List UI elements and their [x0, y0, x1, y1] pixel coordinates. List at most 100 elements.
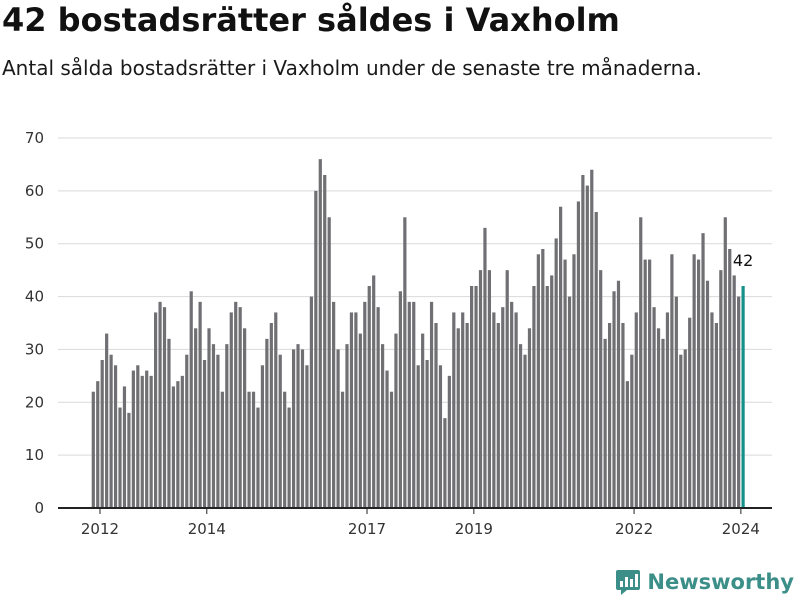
bar [407, 301, 411, 508]
bar [492, 312, 496, 508]
bar [465, 323, 469, 508]
bar [643, 259, 647, 508]
bar [434, 323, 438, 508]
bar [559, 206, 563, 508]
bar [696, 259, 701, 508]
bar [247, 391, 251, 508]
y-tick-label: 10 [25, 446, 44, 464]
bar [225, 344, 229, 508]
bar [363, 301, 367, 508]
bar [131, 370, 135, 508]
bar [737, 296, 741, 508]
y-tick-label: 20 [25, 393, 44, 411]
bar [136, 365, 140, 508]
bar [380, 344, 385, 508]
bar [487, 270, 492, 508]
bar [358, 333, 362, 508]
bar [523, 354, 527, 508]
bar [576, 201, 581, 508]
bar [554, 238, 558, 508]
bar [496, 323, 500, 508]
newsworthy-icon [616, 570, 641, 595]
bar [158, 301, 162, 508]
x-tick-label: 2017 [348, 520, 386, 538]
bar [679, 354, 683, 508]
bar [189, 291, 193, 508]
bar [283, 391, 287, 508]
bar [683, 349, 687, 508]
bar [425, 360, 429, 508]
bar [478, 270, 483, 508]
bar [305, 365, 309, 508]
bar [510, 301, 514, 508]
bar [536, 254, 540, 508]
bar [105, 333, 109, 508]
bar [443, 418, 447, 508]
bar [403, 217, 407, 508]
bar [202, 360, 207, 508]
bar [154, 312, 158, 508]
bar [398, 291, 402, 508]
bar [723, 217, 727, 508]
bar [194, 328, 198, 508]
bar [688, 317, 692, 508]
bar [251, 391, 256, 508]
bar [291, 349, 296, 508]
bar [616, 280, 621, 508]
bar [127, 412, 131, 508]
bar [171, 386, 176, 508]
bar [180, 375, 184, 508]
bar [550, 275, 554, 508]
bar [96, 381, 100, 508]
bar [394, 333, 398, 508]
bar [452, 312, 456, 508]
bar [603, 338, 607, 508]
bar [563, 259, 567, 508]
chart-title: 42 bostadsrätter såldes i Vaxholm [2, 1, 620, 39]
bar [91, 391, 95, 508]
newsworthy-brand-name: Newsworthy [647, 570, 794, 594]
bar [670, 254, 674, 508]
bar [216, 354, 220, 508]
bar [567, 296, 572, 508]
y-tick-label: 0 [34, 499, 44, 517]
bar [505, 270, 509, 508]
bar [710, 312, 714, 508]
x-tick-label: 2012 [81, 520, 119, 538]
bar [145, 370, 149, 508]
bar [438, 365, 443, 508]
x-tick-label: 2019 [455, 520, 493, 538]
bar [229, 312, 233, 508]
bar [314, 190, 318, 508]
bar [656, 328, 661, 508]
bar [470, 286, 474, 508]
bar [296, 344, 300, 508]
bar [211, 344, 216, 508]
bar [447, 375, 451, 508]
bar [318, 159, 322, 508]
bar [705, 280, 710, 508]
bar [483, 227, 487, 508]
bar [389, 391, 394, 508]
bar [336, 349, 340, 508]
bar [661, 338, 665, 508]
bar [340, 391, 345, 508]
bar [599, 270, 603, 508]
y-tick-label: 50 [25, 235, 44, 253]
bar [421, 333, 425, 508]
bar [162, 307, 167, 508]
bar [630, 354, 634, 508]
bar [572, 254, 576, 508]
bar [541, 249, 545, 508]
bar [327, 217, 331, 508]
y-tick-label: 30 [25, 340, 44, 358]
bar [585, 185, 589, 509]
x-tick-label: 2014 [188, 520, 226, 538]
bar [501, 307, 505, 508]
bar [412, 301, 416, 508]
bar [527, 328, 532, 508]
bar [581, 175, 585, 508]
bar [732, 275, 736, 508]
bar [607, 323, 612, 508]
bar [220, 391, 224, 508]
